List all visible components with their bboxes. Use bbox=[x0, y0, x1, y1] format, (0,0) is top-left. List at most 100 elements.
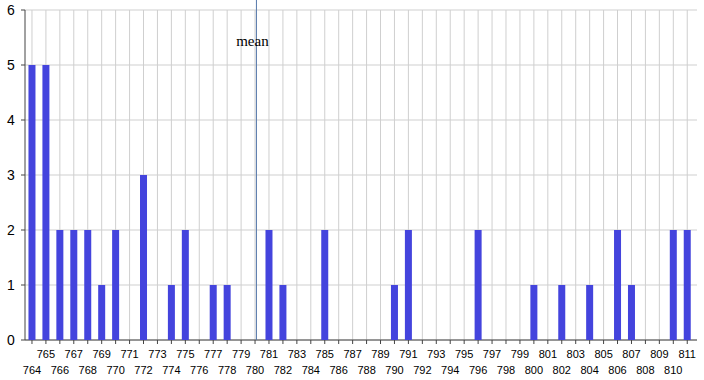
x-tick-label: 777 bbox=[204, 348, 222, 360]
grid bbox=[25, 10, 697, 340]
x-tick bbox=[659, 340, 660, 344]
x-tick-label: 778 bbox=[218, 364, 236, 376]
x-tick-label: 796 bbox=[469, 364, 487, 376]
x-tick bbox=[241, 340, 242, 344]
bar bbox=[433, 340, 440, 341]
bar bbox=[98, 285, 105, 340]
x-tick-label: 766 bbox=[51, 364, 69, 376]
y-tick-label: 1 bbox=[7, 277, 15, 293]
x-tick bbox=[227, 340, 228, 344]
x-tick-label: 781 bbox=[260, 348, 278, 360]
y-grid-line bbox=[25, 230, 697, 231]
x-tick-label: 806 bbox=[608, 364, 626, 376]
y-tick bbox=[21, 230, 25, 231]
x-tick bbox=[561, 340, 562, 344]
y-grid-line bbox=[25, 65, 697, 66]
chart: 0123456764765766767768769770771772773774… bbox=[0, 0, 704, 380]
x-tick-label: 787 bbox=[343, 348, 361, 360]
x-tick-label: 799 bbox=[511, 348, 529, 360]
bar bbox=[586, 285, 593, 340]
x-tick bbox=[366, 340, 367, 344]
x-tick-label: 785 bbox=[316, 348, 334, 360]
x-tick-label: 791 bbox=[399, 348, 417, 360]
y-tick-label: 4 bbox=[7, 112, 15, 128]
x-tick-label: 764 bbox=[23, 364, 41, 376]
bar bbox=[489, 340, 496, 341]
bar bbox=[335, 340, 342, 341]
x-tick-label: 779 bbox=[232, 348, 250, 360]
y-tick-label: 3 bbox=[7, 167, 15, 183]
annotation: mean bbox=[236, 33, 269, 49]
x-tick bbox=[380, 340, 381, 344]
x-tick bbox=[324, 340, 325, 344]
y-tick bbox=[21, 340, 25, 341]
x-tick bbox=[436, 340, 437, 344]
x-tick bbox=[255, 340, 256, 344]
x-tick-label: 771 bbox=[120, 348, 138, 360]
x-tick-label: 792 bbox=[413, 364, 431, 376]
y-tick bbox=[21, 120, 25, 121]
bar bbox=[42, 65, 49, 340]
x-tick-label: 798 bbox=[497, 364, 515, 376]
x-tick bbox=[687, 340, 688, 344]
x-tick-label: 804 bbox=[580, 364, 598, 376]
bar bbox=[56, 230, 63, 340]
bar bbox=[196, 340, 203, 341]
x-tick-label: 776 bbox=[190, 364, 208, 376]
x-tick-label: 795 bbox=[455, 348, 473, 360]
x-tick-label: 768 bbox=[79, 364, 97, 376]
bar bbox=[502, 340, 509, 341]
y-grid-line bbox=[25, 120, 697, 121]
bar bbox=[656, 340, 663, 341]
bar bbox=[642, 340, 649, 341]
x-tick-label: 807 bbox=[622, 348, 640, 360]
x-tick bbox=[185, 340, 186, 344]
x-tick-label: 772 bbox=[134, 364, 152, 376]
x-tick-label: 801 bbox=[539, 348, 557, 360]
y-grid-line bbox=[25, 10, 697, 11]
bar bbox=[600, 340, 607, 341]
bar bbox=[252, 340, 259, 341]
bar bbox=[140, 175, 147, 340]
x-tick bbox=[352, 340, 353, 344]
x-tick-label: 797 bbox=[483, 348, 501, 360]
x-tick-label: 811 bbox=[678, 348, 696, 360]
y-tick-label: 6 bbox=[7, 2, 15, 18]
x-tick-label: 770 bbox=[106, 364, 124, 376]
bar bbox=[614, 230, 621, 340]
x-tick bbox=[673, 340, 674, 344]
x-tick bbox=[45, 340, 46, 344]
bar bbox=[126, 340, 133, 341]
bar bbox=[349, 340, 356, 341]
x-tick-label: 765 bbox=[37, 348, 55, 360]
bar bbox=[530, 285, 537, 340]
bar bbox=[405, 230, 412, 340]
x-tick bbox=[547, 340, 548, 344]
bar bbox=[419, 340, 426, 341]
x-tick bbox=[645, 340, 646, 344]
x-tick bbox=[73, 340, 74, 344]
bar bbox=[238, 340, 245, 341]
x-tick-label: 808 bbox=[636, 364, 654, 376]
x-tick bbox=[213, 340, 214, 344]
bar bbox=[293, 340, 300, 341]
y-tick bbox=[21, 285, 25, 286]
bar bbox=[447, 340, 454, 341]
y-grid-line bbox=[25, 175, 697, 176]
y-tick-label: 5 bbox=[7, 57, 15, 73]
y-tick bbox=[21, 65, 25, 66]
y-tick-label: 0 bbox=[7, 332, 15, 348]
y-tick bbox=[21, 175, 25, 176]
bars bbox=[28, 65, 690, 340]
bar bbox=[377, 340, 384, 341]
bar bbox=[363, 340, 370, 341]
x-tick bbox=[296, 340, 297, 344]
x-tick bbox=[478, 340, 479, 344]
x-tick bbox=[394, 340, 395, 344]
x-tick bbox=[338, 340, 339, 344]
x-tick-label: 783 bbox=[288, 348, 306, 360]
x-tick bbox=[519, 340, 520, 344]
bar bbox=[84, 230, 91, 340]
x-tick-label: 793 bbox=[427, 348, 445, 360]
bar bbox=[265, 230, 272, 340]
